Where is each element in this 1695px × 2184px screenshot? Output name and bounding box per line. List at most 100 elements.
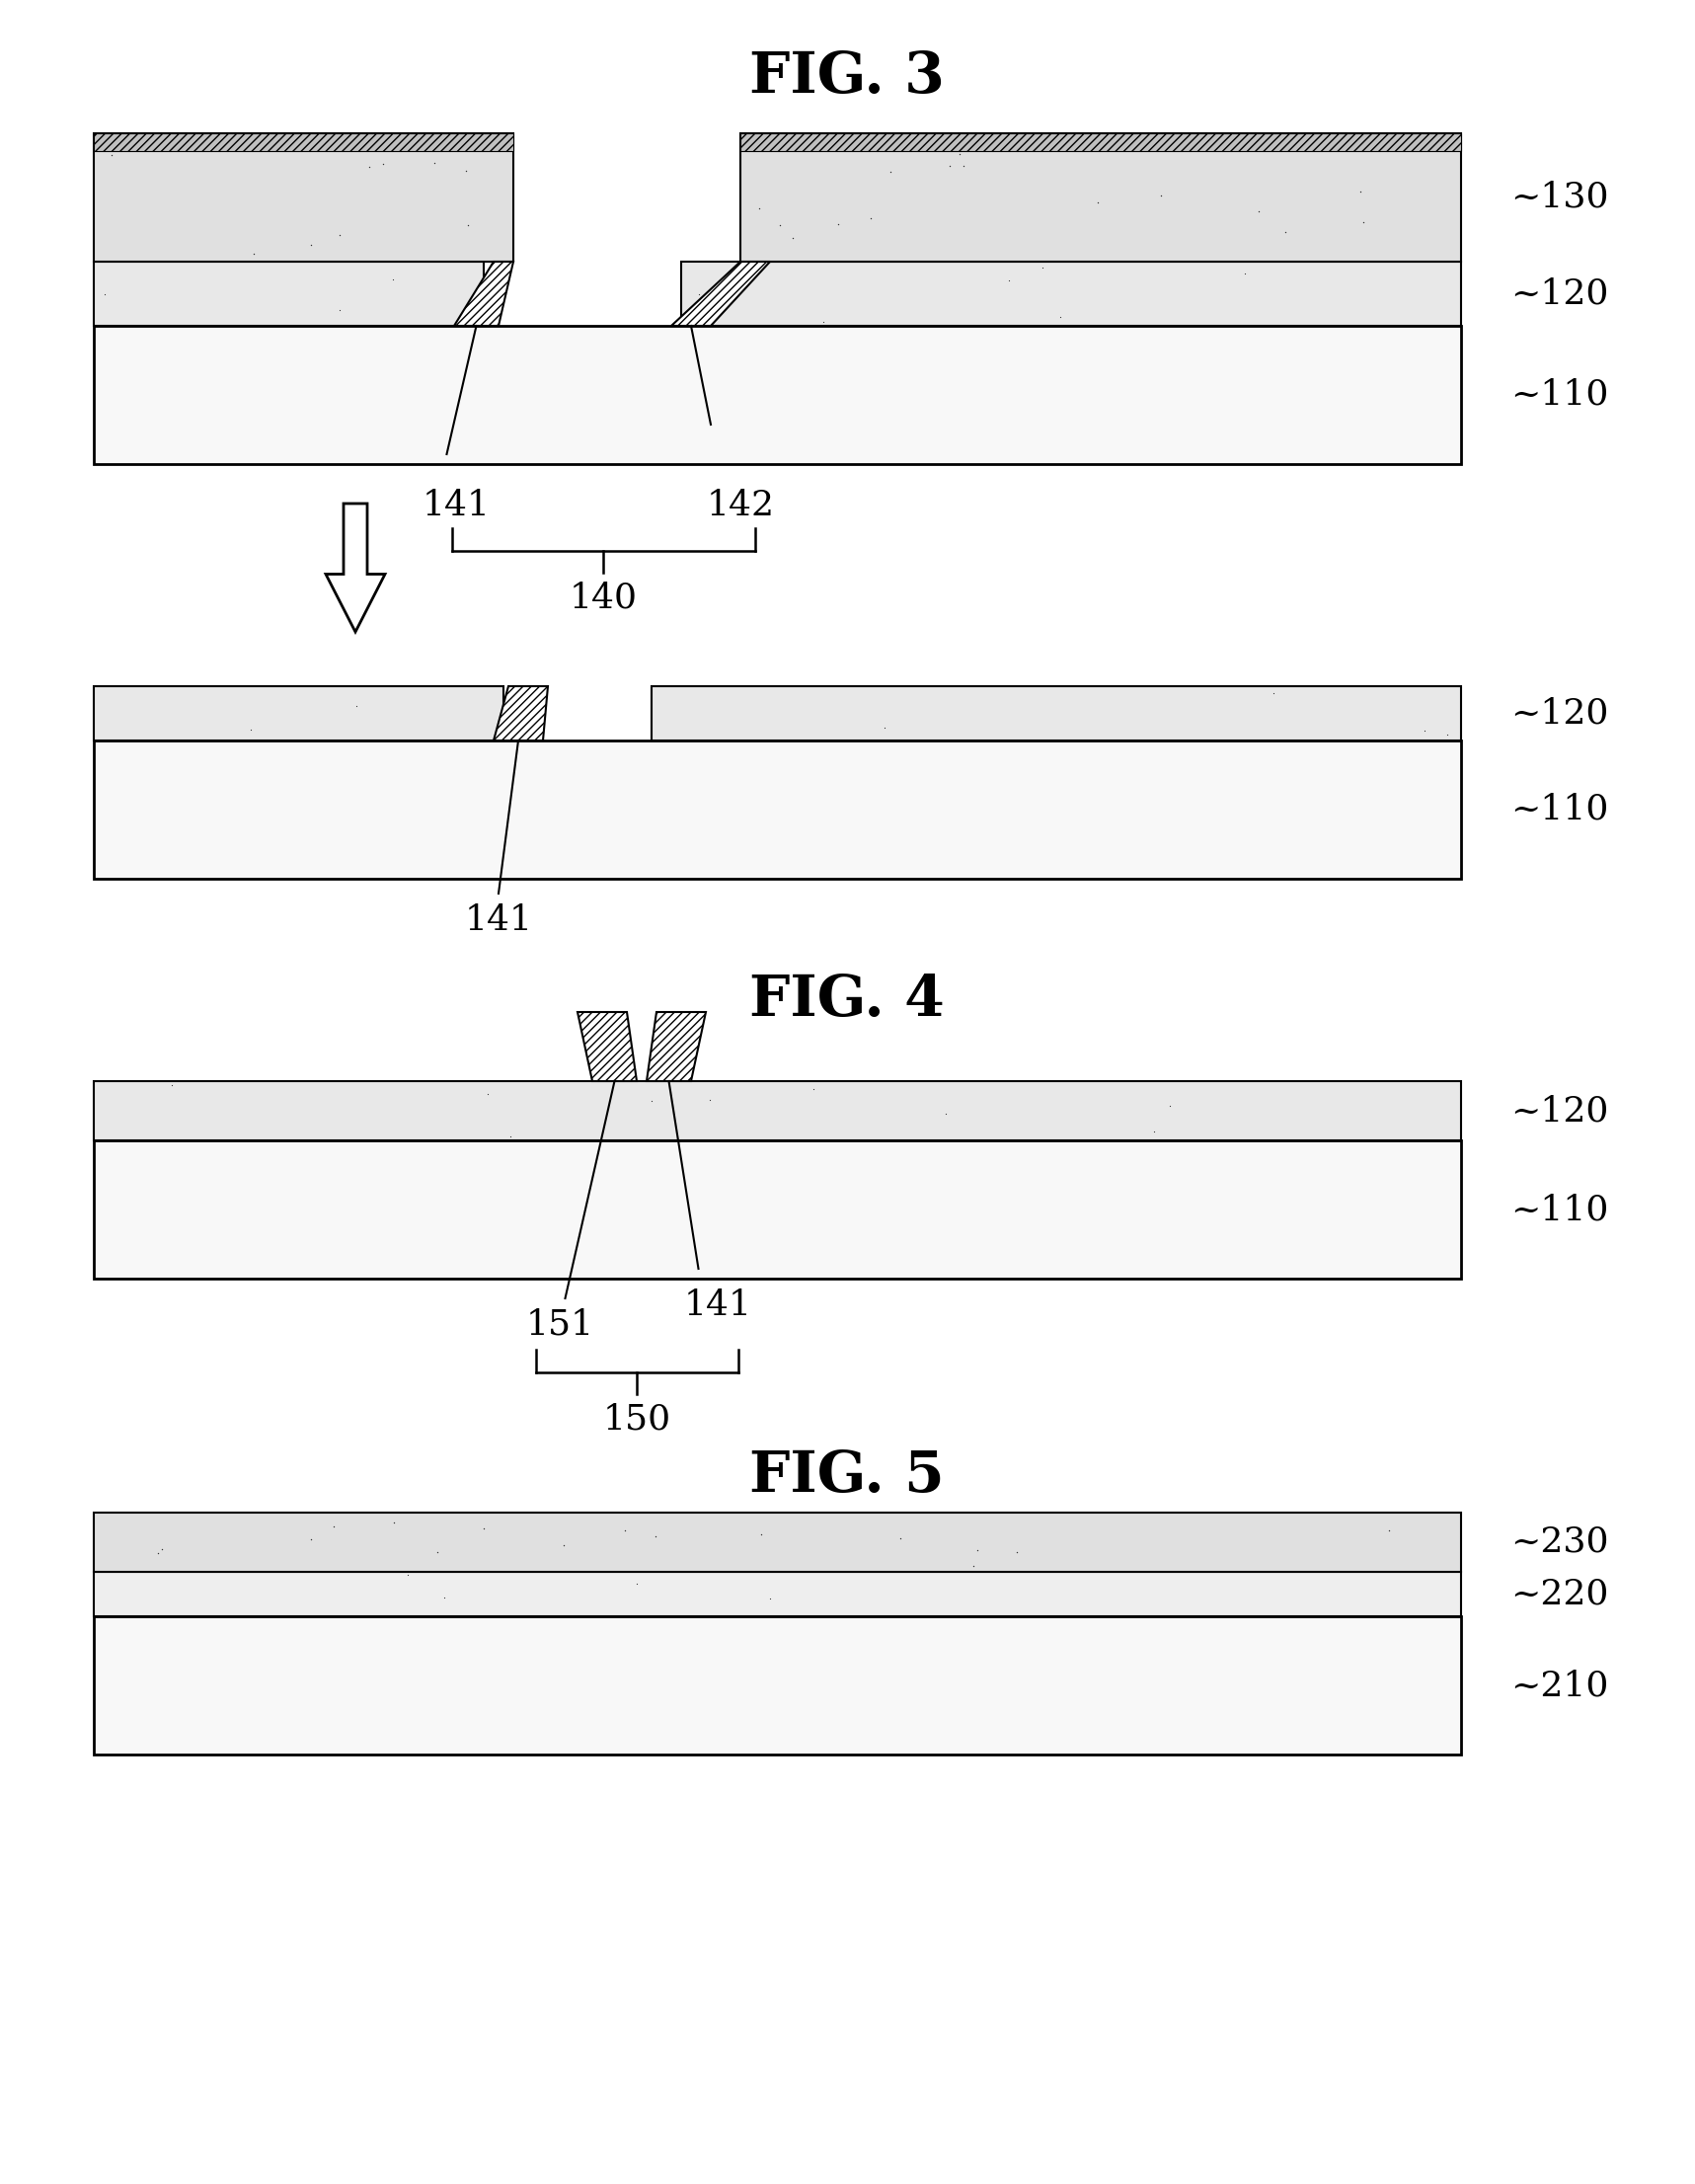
Text: FIG. 5: FIG. 5 [749,1448,944,1505]
Point [1232,256,1259,290]
Point [98,138,125,173]
Point [380,1505,407,1540]
Text: ~230: ~230 [1510,1524,1609,1559]
Text: ~120: ~120 [1510,1094,1609,1127]
Polygon shape [578,1011,637,1081]
Point [1273,214,1300,249]
Bar [93,325,1461,463]
Text: 142: 142 [707,489,775,522]
Point [393,1557,420,1592]
Text: 141: 141 [422,489,490,522]
Polygon shape [325,505,385,631]
Point [764,122,792,157]
Point [1434,716,1461,751]
Text: ~210: ~210 [1510,1669,1609,1701]
Point [159,1068,186,1103]
Text: 150: 150 [603,1402,671,1435]
Point [431,1581,458,1616]
Bar [741,133,1461,262]
Point [995,262,1022,297]
Point [497,1118,524,1153]
Point [622,1566,649,1601]
Text: ~220: ~220 [1510,1577,1609,1612]
Point [886,1520,914,1555]
Point [964,1533,992,1568]
Bar [93,1081,1461,1140]
Text: ~120: ~120 [1510,277,1609,310]
Bar [93,133,514,262]
Point [1046,299,1073,334]
Point [239,236,266,271]
Text: ~110: ~110 [1510,378,1609,413]
Point [298,1522,325,1557]
Point [612,1514,639,1548]
Point [825,207,853,242]
Bar [93,1514,1461,1572]
Point [380,262,407,297]
Text: 141: 141 [685,1289,753,1321]
Point [946,138,973,173]
Bar [93,1616,1461,1754]
Bar [93,686,503,740]
Point [936,149,963,183]
Point [1205,129,1232,164]
Bar [93,133,514,151]
Point [327,218,354,253]
Point [1029,251,1056,286]
Text: ~130: ~130 [1510,181,1609,214]
Point [327,293,354,328]
Point [475,1077,502,1112]
Text: 141: 141 [464,904,532,937]
Point [370,146,397,181]
Point [356,149,383,183]
Bar [93,1572,1461,1616]
Polygon shape [454,262,514,325]
Point [424,1535,451,1570]
Point [147,1531,175,1566]
Point [470,1511,497,1546]
Point [780,221,807,256]
Point [1349,205,1376,240]
Point [1259,677,1287,712]
Point [420,146,447,181]
Polygon shape [671,262,770,325]
Point [144,1535,171,1570]
Point [959,1548,986,1583]
Text: ~110: ~110 [1510,793,1609,826]
Point [551,1527,578,1562]
Point [1348,175,1375,210]
Point [320,1509,347,1544]
Point [876,153,903,188]
Point [1410,714,1437,749]
Point [766,207,793,242]
Polygon shape [646,1011,705,1081]
Bar [681,262,1461,325]
Point [746,192,773,227]
Text: ~110: ~110 [1510,1192,1609,1225]
Point [344,688,371,723]
Text: FIG. 3: FIG. 3 [749,50,944,105]
Text: FIG. 4: FIG. 4 [749,972,944,1029]
Text: 151: 151 [525,1308,595,1341]
Point [1148,177,1175,212]
Point [871,710,898,745]
Text: 140: 140 [570,581,637,614]
Point [949,149,976,183]
Point [1376,1514,1403,1548]
Point [639,1083,666,1118]
Point [800,1072,827,1107]
Point [1156,1088,1183,1123]
Point [1085,186,1112,221]
Text: ~120: ~120 [1510,697,1609,729]
Polygon shape [493,686,547,740]
Bar [93,740,1461,878]
Point [1003,1533,1031,1568]
Point [686,277,714,312]
Point [642,1520,670,1555]
Bar [651,686,1461,740]
Point [747,1518,775,1553]
Point [858,201,885,236]
Bar [741,133,1461,151]
Point [453,153,480,188]
Point [1246,194,1273,229]
